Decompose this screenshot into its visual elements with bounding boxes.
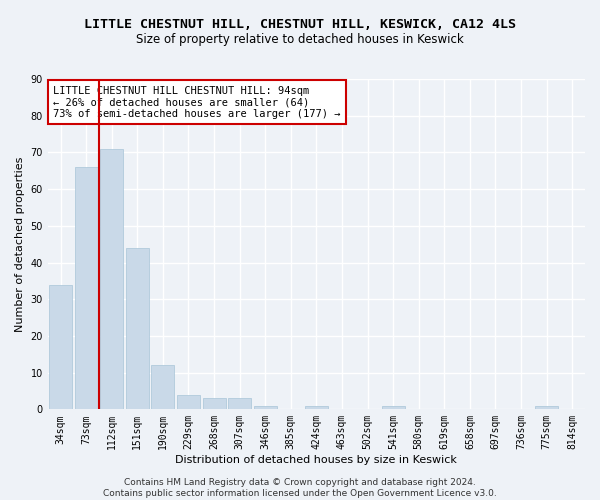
- X-axis label: Distribution of detached houses by size in Keswick: Distribution of detached houses by size …: [175, 455, 457, 465]
- Bar: [126, 248, 149, 410]
- Bar: [100, 148, 123, 410]
- Bar: [382, 406, 404, 409]
- Text: Size of property relative to detached houses in Keswick: Size of property relative to detached ho…: [136, 34, 464, 46]
- Bar: [49, 284, 72, 410]
- Text: Contains HM Land Registry data © Crown copyright and database right 2024.
Contai: Contains HM Land Registry data © Crown c…: [103, 478, 497, 498]
- Bar: [203, 398, 226, 409]
- Bar: [535, 406, 558, 409]
- Bar: [305, 406, 328, 409]
- Bar: [228, 398, 251, 409]
- Y-axis label: Number of detached properties: Number of detached properties: [15, 156, 25, 332]
- Text: LITTLE CHESTNUT HILL, CHESTNUT HILL, KESWICK, CA12 4LS: LITTLE CHESTNUT HILL, CHESTNUT HILL, KES…: [84, 18, 516, 30]
- Bar: [74, 167, 98, 410]
- Text: LITTLE CHESTNUT HILL CHESTNUT HILL: 94sqm
← 26% of detached houses are smaller (: LITTLE CHESTNUT HILL CHESTNUT HILL: 94sq…: [53, 86, 341, 119]
- Bar: [151, 366, 175, 410]
- Bar: [254, 406, 277, 409]
- Bar: [177, 394, 200, 409]
